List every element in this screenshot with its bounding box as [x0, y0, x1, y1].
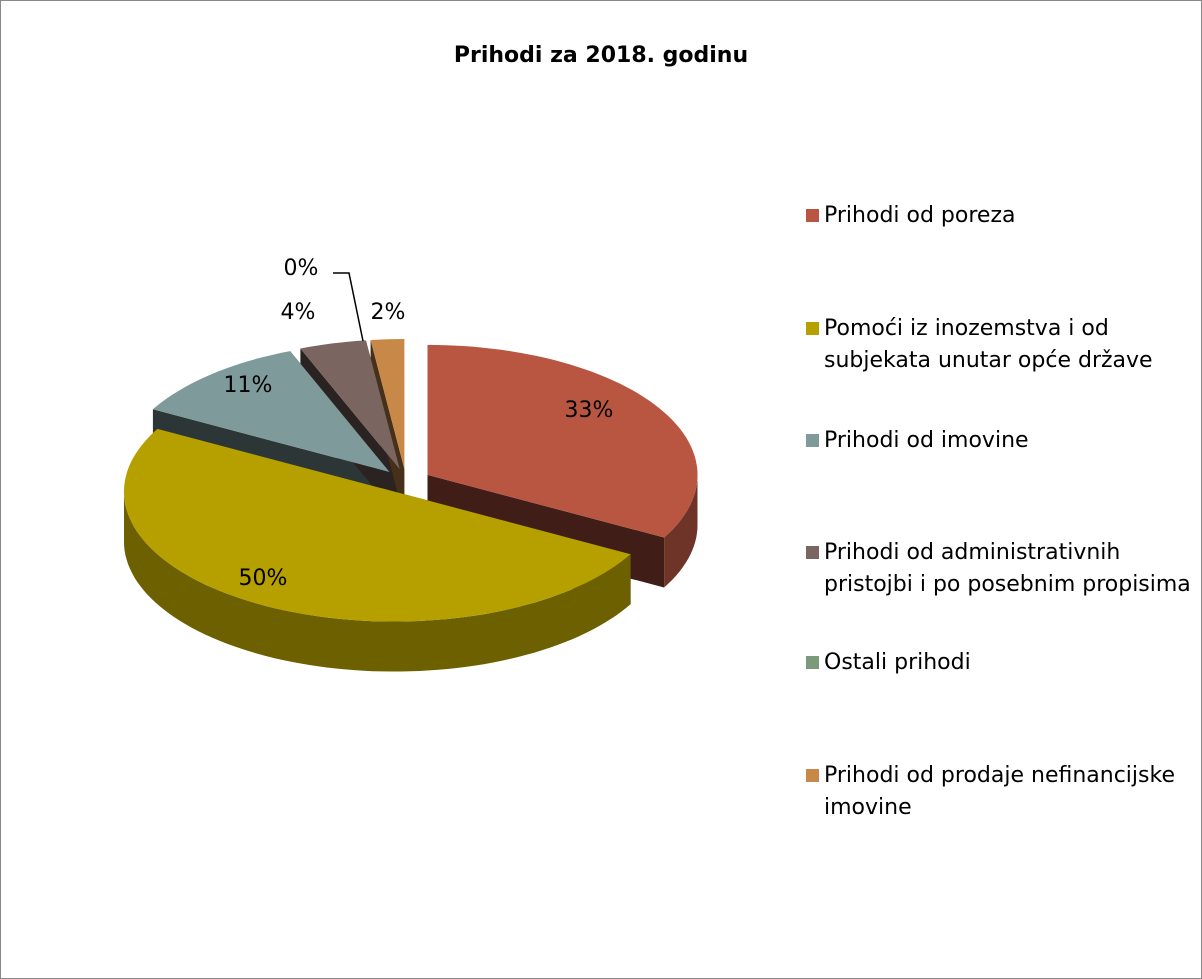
legend-swatch	[806, 209, 819, 222]
legend-label: Prihodi od imovine	[824, 428, 1029, 453]
data-label: 4%	[281, 300, 316, 325]
leader-line	[333, 272, 364, 342]
slice	[370, 339, 405, 469]
slice-side	[664, 474, 698, 588]
legend-label: Prihodi od prodaje nefinancijske imovine	[824, 763, 1175, 820]
chart-title: Prihodi za 2018. godinu	[454, 43, 748, 68]
legend-swatch	[806, 546, 819, 559]
slice	[300, 340, 400, 470]
legend-label: Prihodi od poreza	[824, 203, 1016, 228]
slice	[427, 344, 698, 538]
legend-swatch	[806, 322, 819, 335]
data-label: 0%	[284, 256, 319, 281]
data-label: 33%	[565, 398, 614, 423]
legend-swatch	[806, 769, 819, 782]
data-label: 50%	[239, 566, 288, 591]
slice-tops	[124, 339, 698, 622]
data-label: 2%	[371, 300, 406, 325]
legend-swatch	[806, 434, 819, 447]
data-label: 11%	[224, 373, 273, 398]
slice	[124, 428, 631, 622]
slice	[152, 351, 390, 472]
legend-label: Ostali prihodi	[824, 650, 971, 675]
slice-side	[124, 491, 631, 672]
legend-swatch	[806, 656, 819, 669]
legend-label: Prihodi od administrativnih pristojbi i …	[824, 540, 1191, 597]
legend-label: Pomoći iz inozemstva i od subjekata unut…	[824, 316, 1153, 373]
